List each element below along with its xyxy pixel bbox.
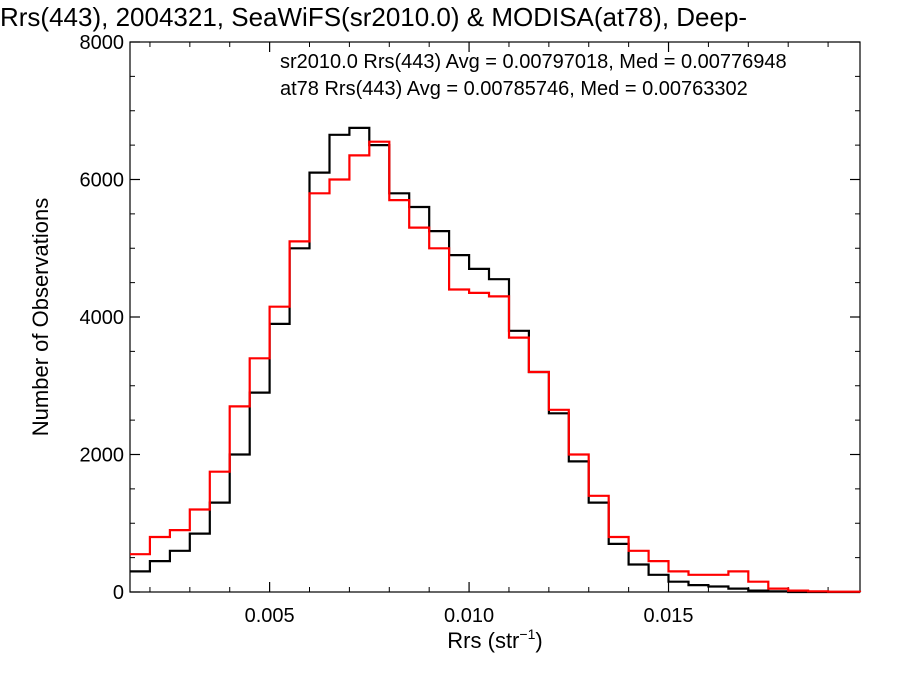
x-tick-label: 0.010 (444, 605, 494, 627)
series-layer (130, 126, 862, 594)
x-axis-label-close: ) (535, 628, 542, 653)
legend-at78: at78 Rrs(443) Avg = 0.00785746, Med = 0.… (280, 78, 748, 100)
y-tick-label: 0 (113, 582, 124, 604)
axis-ticks: 0.005 0.010 0.015 0 2000 4000 6000 8000 (80, 32, 860, 627)
plot-frame (129, 41, 861, 593)
series-line-at78 (130, 140, 862, 593)
y-axis-label: Number of Observations (28, 198, 53, 436)
legend-sr2010: sr2010.0 Rrs(443) Avg = 0.00797018, Med … (280, 51, 787, 73)
chart-title: Rrs(443), 2004321, SeaWiFS(sr2010.0) & M… (0, 2, 747, 32)
x-tick-label: 0.015 (643, 605, 693, 627)
y-tick-label: 6000 (80, 170, 125, 192)
y-tick-label: 2000 (80, 445, 125, 467)
x-axis-label-main: Rrs (str (447, 628, 519, 653)
y-tick-label: 4000 (80, 307, 125, 329)
x-axis-label-superscript: −1 (519, 626, 535, 642)
x-tick-label: 0.005 (245, 605, 295, 627)
y-tick-label: 8000 (80, 32, 125, 54)
series-line-sr2010-0 (130, 126, 860, 594)
x-axis-label: Rrs (str−1) (447, 626, 542, 653)
